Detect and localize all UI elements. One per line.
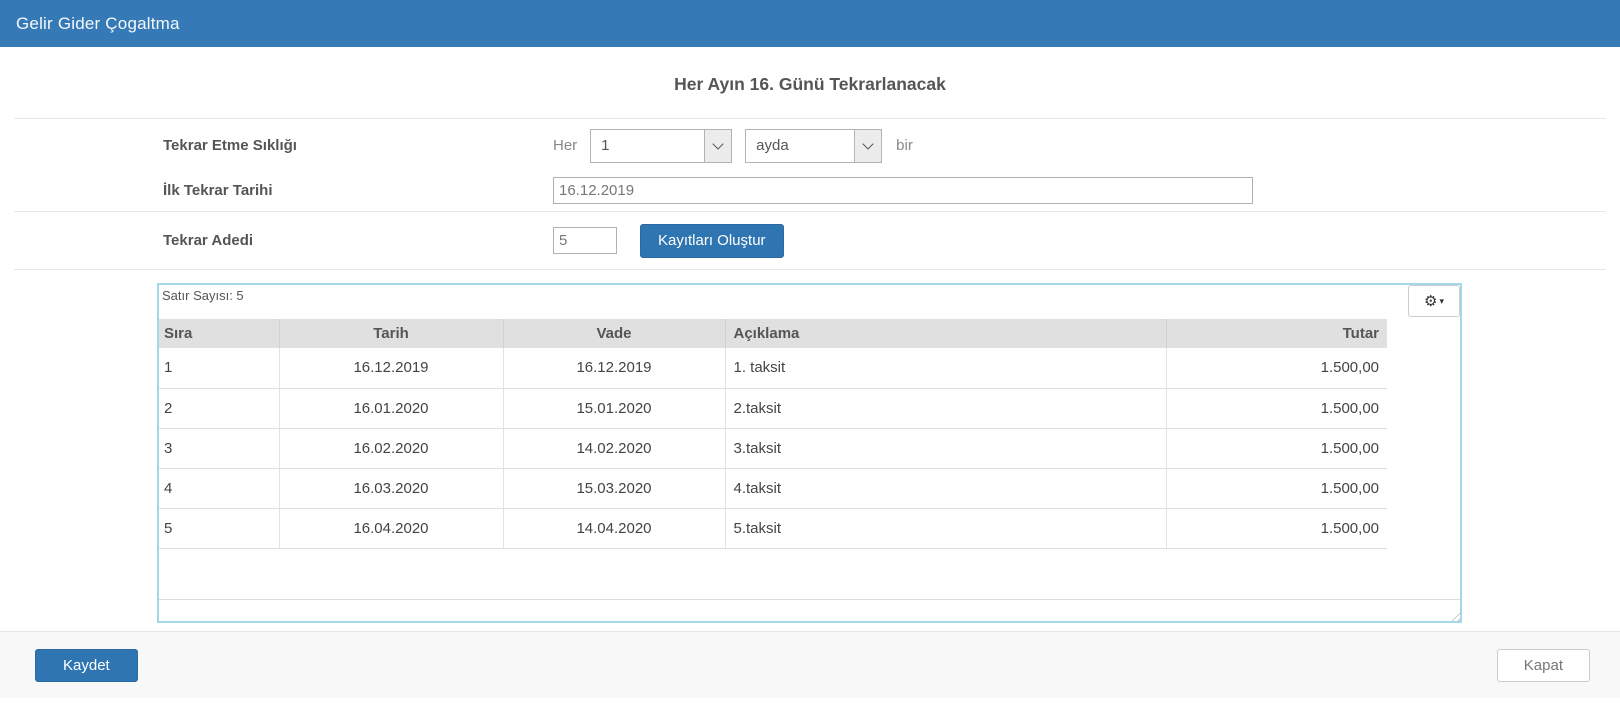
grid-settings-button[interactable]: ⚙ ▾ [1408,285,1460,317]
dialog-body: Her Ayın 16. Günü Tekrarlanacak Tekrar E… [0,47,1620,623]
chevron-down-icon [704,129,732,162]
frequency-interval-select[interactable]: 1 [590,128,733,163]
records-table: Sıra Tarih Vade Açıklama Tutar 1 16.12.2019 16… [159,319,1387,549]
table-cell: 15.03.2020 [503,468,726,509]
column-header: Vade [503,319,726,348]
dialog-footer: Kaydet Kapat [0,631,1620,698]
grid-toolbar: Satır Sayısı: 5 [159,285,1460,319]
dialog-titlebar: Gelir Gider Çogaltma [0,0,1620,47]
table-cell: 1.500,00 [1166,508,1387,549]
column-header: Sıra [159,319,280,348]
frequency-interval-value: 1 [601,137,610,154]
divider [14,118,1606,119]
create-records-button[interactable]: Kayıtları Oluştur [640,223,784,258]
table-cell: 1.500,00 [1166,468,1387,509]
table-row[interactable]: 4 16.03.2020 15.03.2020 4.taksit 1.500,00 [159,468,1387,509]
table-cell: 1 [159,348,280,389]
chevron-down-icon [854,129,882,162]
divider [14,211,1606,212]
frequency-label: Tekrar Etme Sıklığı [163,137,297,154]
repeat-count-field: Kayıtları Oluştur [553,223,784,258]
table-cell: 3.taksit [725,428,1167,469]
grid-footer-divider [159,599,1460,600]
column-header: Tutar [1166,319,1387,348]
page-title: Her Ayın 16. Günü Tekrarlanacak [674,74,946,94]
table-cell: 5 [159,508,280,549]
table-cell: 14.02.2020 [503,428,726,469]
table-cell: 16.04.2020 [279,508,504,549]
dialog-title: Gelir Gider Çogaltma [16,13,180,33]
repeat-count-row: Tekrar Adedi Kayıtları Oluştur [0,212,1620,269]
table-cell: 2 [159,388,280,429]
table-cell: 16.12.2019 [503,348,726,389]
column-header: Açıklama [725,319,1167,348]
repeat-count-label: Tekrar Adedi [163,232,254,249]
table-row[interactable]: 3 16.02.2020 14.02.2020 3.taksit 1.500,00 [159,428,1387,469]
table-cell: 4.taksit [725,468,1167,509]
close-button[interactable]: Kapat [1496,648,1590,682]
grid-body: 1 16.12.2019 16.12.2019 1. taksit 1.500,00 2 1… [159,348,1387,549]
table-cell: 1.500,00 [1166,348,1387,389]
table-cell: 1.500,00 [1166,388,1387,429]
table-row[interactable]: 5 16.04.2020 14.04.2020 5.taksit 1.500,00 [159,508,1387,549]
first-date-label: İlk Tekrar Tarihi [163,181,273,199]
table-cell: 4 [159,468,280,509]
table-cell: 15.01.2020 [503,388,726,429]
table-cell: 5.taksit [725,508,1167,549]
table-cell: 16.12.2019 [279,348,504,389]
table-row[interactable]: 1 16.12.2019 16.12.2019 1. taksit 1.500,00 [159,348,1387,389]
grid-header-row: Sıra Tarih Vade Açıklama Tutar [159,319,1387,348]
frequency-field: Her 1 ayda bir [553,128,913,163]
table-cell: 1. taksit [725,348,1167,389]
first-date-row: İlk Tekrar Tarihi [0,169,1620,211]
frequency-unit-value: ayda [756,137,789,154]
table-cell: 16.02.2020 [279,428,504,469]
records-grid-panel: Satır Sayısı: 5 ⚙ ▾ Sıra Tarih Vade Açıklama… [157,283,1462,623]
caret-down-icon: ▾ [1439,295,1444,306]
save-button[interactable]: Kaydet [35,648,138,682]
table-cell: 2.taksit [725,388,1167,429]
table-cell: 16.01.2020 [279,388,504,429]
frequency-unit-select[interactable]: ayda [745,128,883,163]
table-cell: 14.04.2020 [503,508,726,549]
frequency-prefix-text: Her [553,137,578,154]
column-header: Tarih [279,319,504,348]
table-cell: 1.500,00 [1166,428,1387,469]
gear-icon: ⚙ [1424,292,1438,310]
table-cell: 16.03.2020 [279,468,504,509]
frequency-suffix-text: bir [896,137,913,154]
repeat-count-input[interactable] [553,227,617,254]
table-cell: 3 [159,428,280,469]
row-count-label: Satır Sayısı: 5 [162,288,244,303]
divider [14,269,1606,270]
frequency-row: Tekrar Etme Sıklığı Her 1 ayda bir [0,119,1620,169]
resize-grip[interactable] [1448,609,1460,621]
table-row[interactable]: 2 16.01.2020 15.01.2020 2.taksit 1.500,00 [159,388,1387,429]
first-date-input[interactable] [553,176,1253,204]
